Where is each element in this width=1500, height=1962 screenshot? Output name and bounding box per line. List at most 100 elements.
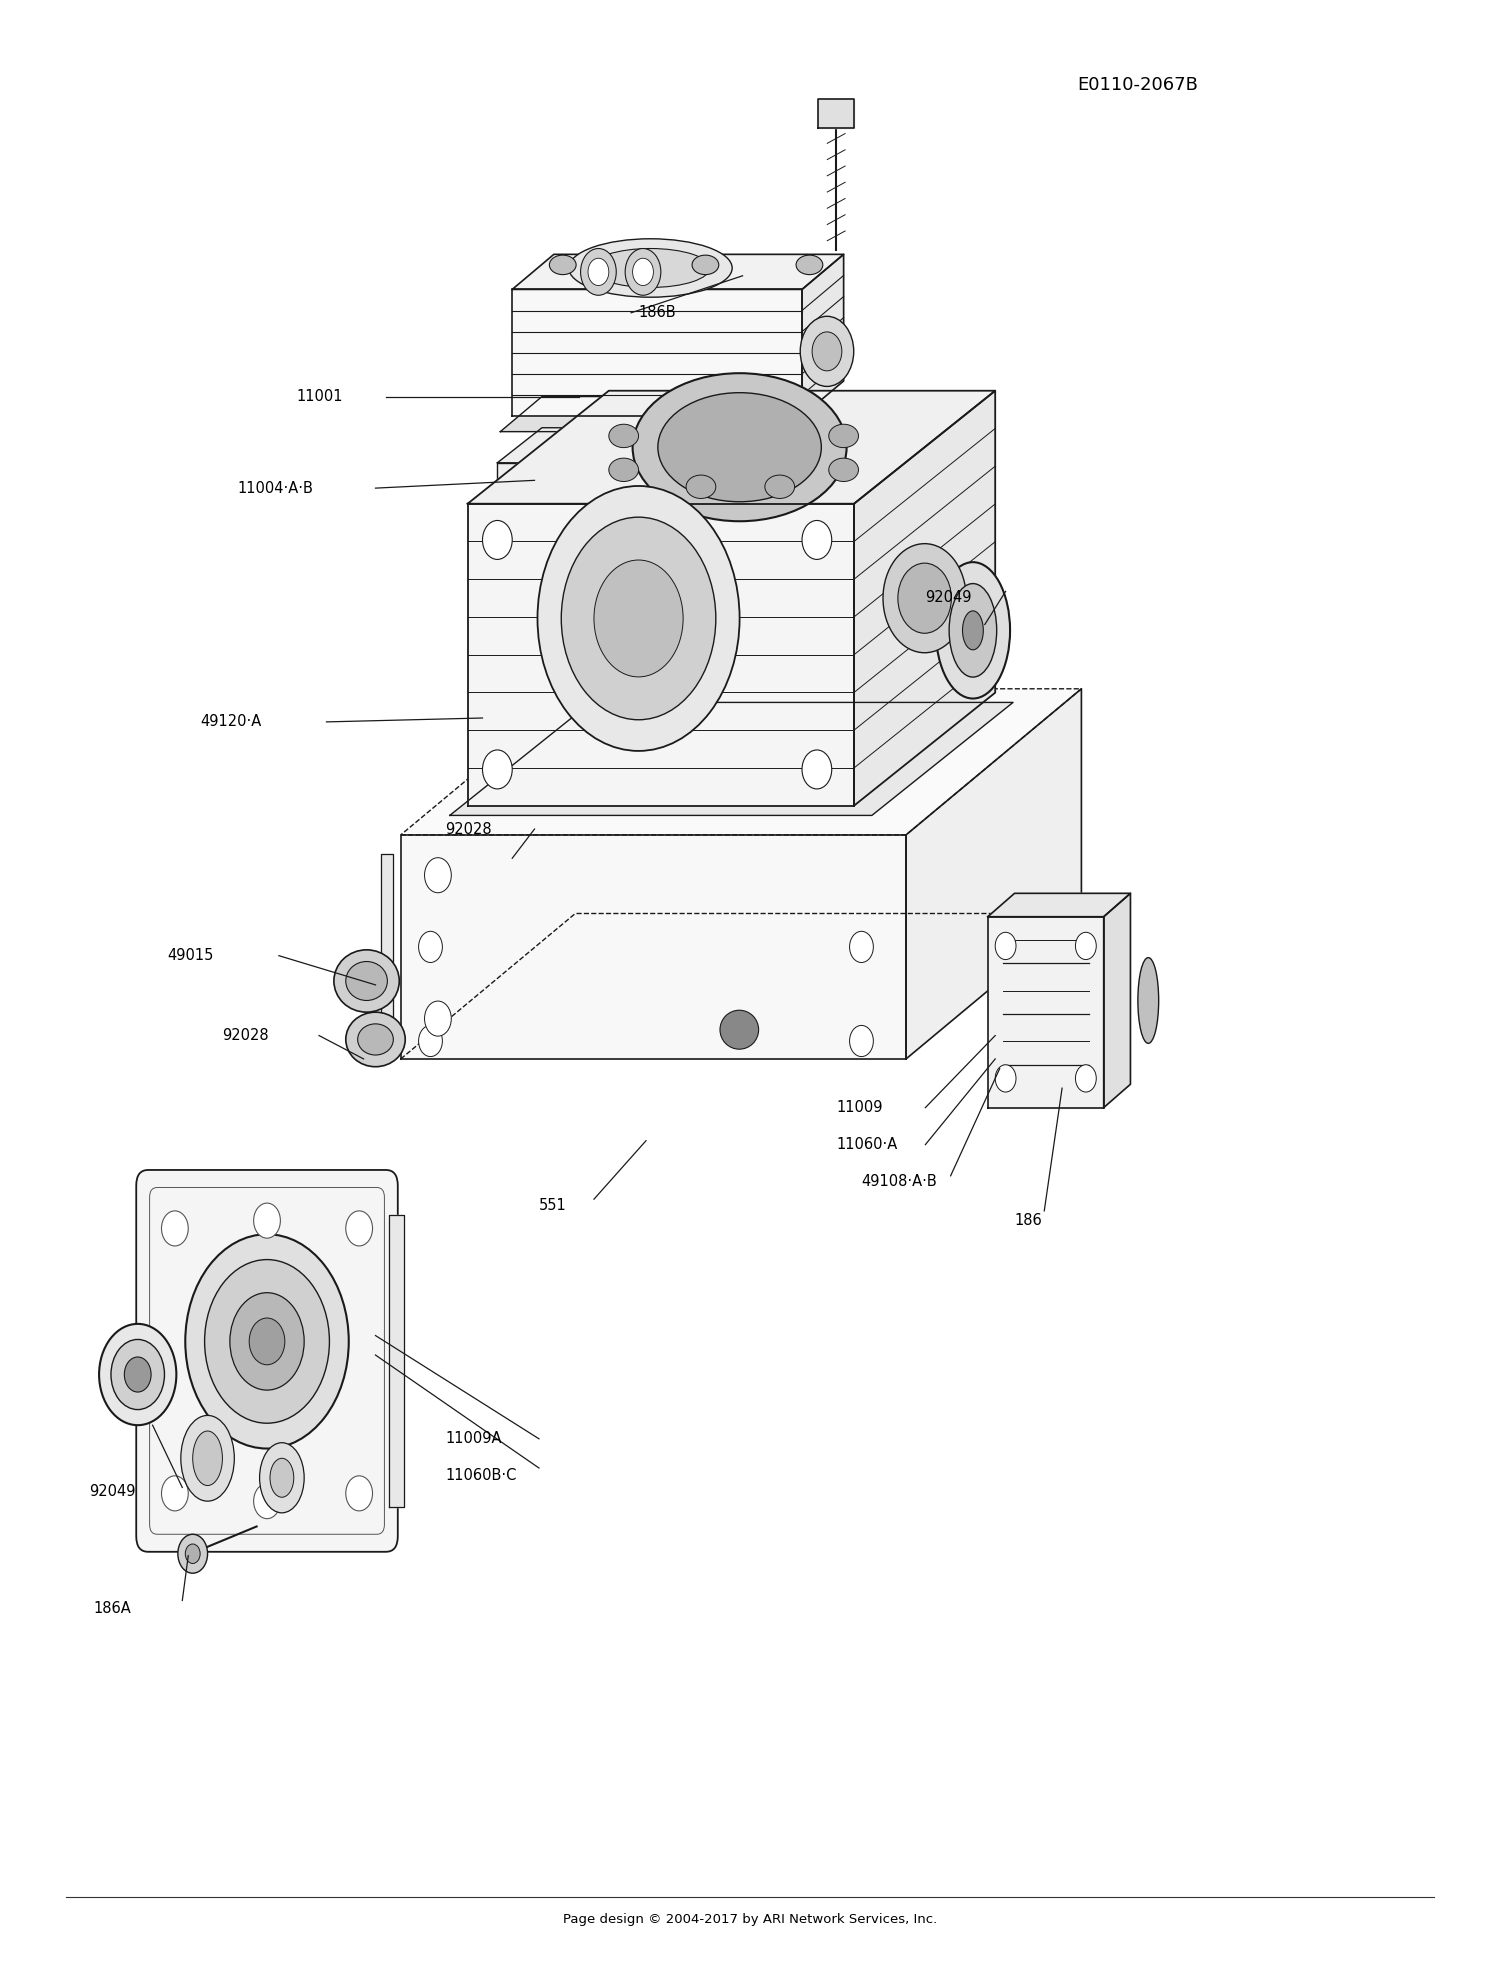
Text: 11004·A·B: 11004·A·B <box>237 481 314 496</box>
Ellipse shape <box>720 1010 759 1050</box>
Ellipse shape <box>334 950 399 1012</box>
Ellipse shape <box>568 239 732 296</box>
Ellipse shape <box>346 1012 405 1067</box>
Polygon shape <box>853 390 994 806</box>
Polygon shape <box>512 290 802 416</box>
Text: 11009A: 11009A <box>446 1432 503 1446</box>
Polygon shape <box>450 702 1013 816</box>
Polygon shape <box>988 893 1131 916</box>
Circle shape <box>186 1234 348 1448</box>
Circle shape <box>186 1544 200 1564</box>
Circle shape <box>346 1211 372 1246</box>
Text: 11009: 11009 <box>836 1101 882 1114</box>
Text: 11001: 11001 <box>297 388 344 404</box>
Circle shape <box>800 316 853 387</box>
Ellipse shape <box>830 424 858 447</box>
Circle shape <box>1076 1065 1096 1093</box>
Circle shape <box>162 1475 189 1511</box>
Ellipse shape <box>692 255 718 275</box>
Circle shape <box>483 520 512 559</box>
Circle shape <box>424 1001 451 1036</box>
Polygon shape <box>512 255 843 290</box>
Polygon shape <box>818 428 861 498</box>
Polygon shape <box>988 916 1104 1109</box>
Polygon shape <box>1104 893 1131 1109</box>
Text: 186A: 186A <box>93 1601 130 1617</box>
Circle shape <box>812 332 842 371</box>
Ellipse shape <box>270 1458 294 1497</box>
Ellipse shape <box>549 255 576 275</box>
Circle shape <box>994 932 1016 959</box>
Ellipse shape <box>963 610 984 649</box>
Ellipse shape <box>1138 957 1158 1044</box>
Polygon shape <box>501 396 855 432</box>
Circle shape <box>124 1358 152 1393</box>
Ellipse shape <box>556 443 580 461</box>
Circle shape <box>588 259 609 286</box>
Polygon shape <box>388 1214 404 1507</box>
Text: E0110-2067B: E0110-2067B <box>1077 77 1198 94</box>
Ellipse shape <box>609 457 639 481</box>
Text: Page design © 2004-2017 by ARI Network Services, Inc.: Page design © 2004-2017 by ARI Network S… <box>562 1913 938 1927</box>
Circle shape <box>111 1340 165 1409</box>
Circle shape <box>254 1203 280 1238</box>
Ellipse shape <box>594 559 682 677</box>
Ellipse shape <box>950 583 996 677</box>
Text: ARI: ARI <box>603 867 897 1016</box>
Circle shape <box>802 520 831 559</box>
Circle shape <box>204 1260 330 1422</box>
Circle shape <box>178 1534 207 1574</box>
Circle shape <box>884 543 966 653</box>
Circle shape <box>99 1324 177 1424</box>
Ellipse shape <box>796 255 824 275</box>
Polygon shape <box>381 853 393 1040</box>
Ellipse shape <box>182 1415 234 1501</box>
Text: 49015: 49015 <box>168 948 214 963</box>
Text: 49108·A·B: 49108·A·B <box>861 1173 938 1189</box>
Ellipse shape <box>609 424 639 447</box>
Circle shape <box>626 249 662 294</box>
Circle shape <box>424 857 451 893</box>
Polygon shape <box>400 689 1082 836</box>
Ellipse shape <box>561 518 716 720</box>
Polygon shape <box>498 428 861 463</box>
Polygon shape <box>819 98 854 128</box>
Circle shape <box>254 1483 280 1519</box>
Ellipse shape <box>192 1430 222 1485</box>
Ellipse shape <box>780 443 804 461</box>
Polygon shape <box>906 689 1082 1059</box>
Text: 186B: 186B <box>639 306 676 320</box>
Circle shape <box>1076 932 1096 959</box>
Ellipse shape <box>658 392 822 502</box>
Polygon shape <box>802 255 843 416</box>
Text: 49120·A: 49120·A <box>200 714 261 730</box>
Circle shape <box>580 249 616 294</box>
Circle shape <box>994 1065 1016 1093</box>
Text: 11060·A: 11060·A <box>836 1138 897 1152</box>
Circle shape <box>898 563 951 634</box>
Text: 551: 551 <box>538 1197 567 1213</box>
Circle shape <box>483 749 512 789</box>
Ellipse shape <box>591 249 710 288</box>
Circle shape <box>346 1475 372 1511</box>
Circle shape <box>849 932 873 963</box>
Text: 92049: 92049 <box>926 591 972 604</box>
Circle shape <box>802 749 831 789</box>
FancyBboxPatch shape <box>136 1169 398 1552</box>
Ellipse shape <box>765 475 795 498</box>
Ellipse shape <box>537 487 740 751</box>
Circle shape <box>849 1026 873 1058</box>
Ellipse shape <box>597 418 770 473</box>
Ellipse shape <box>346 961 387 1001</box>
Polygon shape <box>400 836 906 1059</box>
Circle shape <box>230 1293 304 1391</box>
Ellipse shape <box>936 563 1010 698</box>
Text: 186: 186 <box>1014 1213 1042 1228</box>
Text: 11060B·C: 11060B·C <box>446 1468 516 1483</box>
Ellipse shape <box>633 373 846 522</box>
Polygon shape <box>468 504 854 806</box>
Circle shape <box>633 259 654 286</box>
Ellipse shape <box>686 475 716 498</box>
Ellipse shape <box>260 1442 305 1513</box>
Circle shape <box>249 1318 285 1366</box>
